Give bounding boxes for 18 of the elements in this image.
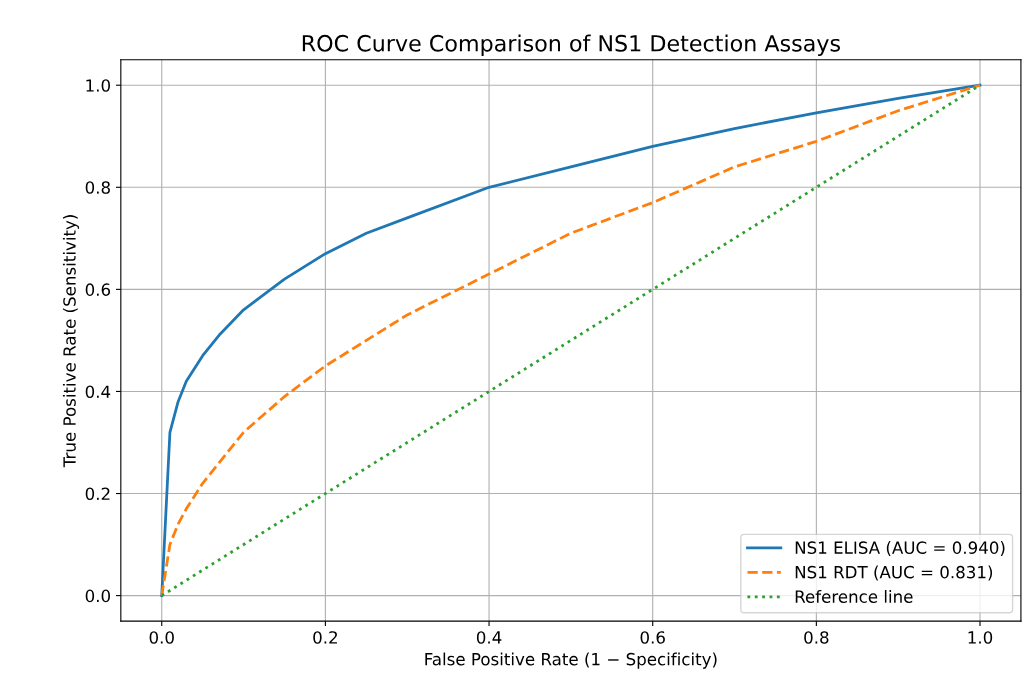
y-tick-label: 0.2: [85, 487, 110, 501]
x-tick-label: 0.8: [804, 631, 829, 644]
y-tick-label: 1.0: [86, 79, 110, 92]
chart-title: ROC Curve Comparison of NS1 Detection Assays: [302, 34, 840, 56]
x-tick-label: 0.0: [149, 631, 174, 644]
y-tick-label: 0.0: [85, 589, 110, 603]
legend-label: NS1 RDT (AUC = 0.831): [795, 565, 993, 581]
y-tick-label: 0.4: [85, 385, 111, 399]
legend-label: NS1 ELISA (AUC = 0.940): [795, 541, 1005, 556]
legend-label: Reference line: [795, 590, 913, 603]
y-tick-label: 0.6: [85, 283, 111, 296]
x-tick-label: 1.0: [968, 631, 993, 644]
x-tick-label: 0.2: [313, 631, 337, 644]
y-axis-title: True Positive Rate (Sensitivity): [62, 215, 80, 468]
x-tick-label: 0.6: [640, 631, 665, 644]
x-axis-title: False Positive Rate (1 − Specificity): [425, 652, 717, 669]
x-tick-label: 0.4: [476, 631, 502, 644]
y-tick-label: 0.8: [85, 181, 110, 194]
